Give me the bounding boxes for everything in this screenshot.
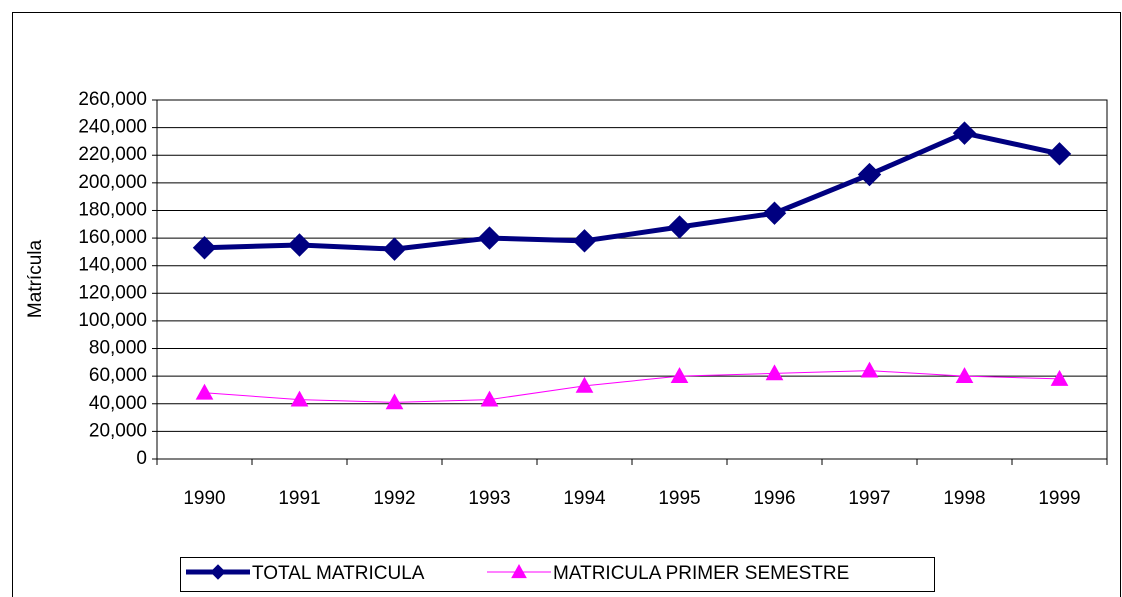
y-tick-label: 240,000 [78, 117, 147, 138]
marker [287, 233, 312, 257]
marker [195, 383, 214, 400]
x-tick-label: 1994 [563, 488, 606, 509]
legend-box [180, 557, 935, 592]
marker [1047, 142, 1072, 166]
legend-marker [210, 564, 226, 580]
marker [952, 121, 977, 145]
y-tick-label: 260,000 [78, 89, 147, 110]
marker [860, 361, 879, 378]
chart-frame [12, 12, 1121, 597]
marker [762, 201, 787, 225]
x-tick-label: 1999 [1038, 488, 1080, 509]
marker [765, 364, 784, 381]
y-tick-label: 160,000 [78, 227, 147, 248]
x-tick-label: 1991 [278, 488, 320, 509]
marker [572, 229, 597, 253]
y-tick-label: 80,000 [89, 338, 147, 359]
marker [385, 393, 404, 410]
legend-marker [511, 563, 527, 579]
y-tick-label: 0 [136, 448, 147, 469]
marker [382, 237, 407, 261]
marker [575, 376, 594, 393]
y-tick-label: 200,000 [78, 172, 147, 193]
series-line [204, 130, 1061, 252]
marker [857, 162, 882, 187]
x-tick-label: 1996 [753, 488, 795, 509]
y-tick-label: 60,000 [89, 365, 147, 386]
marker [1050, 369, 1069, 386]
x-tick-label: 1995 [658, 488, 700, 509]
y-tick-label: 20,000 [89, 420, 147, 441]
x-tick-label: 1993 [468, 488, 510, 509]
y-tick-label: 180,000 [78, 199, 147, 220]
marker [480, 390, 499, 407]
marker [477, 226, 502, 250]
y-tick-label: 100,000 [78, 310, 147, 331]
legend-label: TOTAL MATRICULA [252, 563, 425, 584]
marker [670, 367, 689, 384]
y-tick-label: 40,000 [89, 393, 147, 414]
y-tick-label: 220,000 [78, 144, 147, 165]
x-tick-label: 1998 [943, 488, 985, 509]
series-line [204, 370, 1060, 403]
x-tick-label: 1997 [848, 488, 890, 509]
marker [290, 390, 309, 407]
marker [192, 236, 217, 260]
marker [667, 215, 692, 239]
y-tick-label: 120,000 [78, 282, 147, 303]
legend-label: MATRICULA PRIMER SEMESTRE [553, 563, 849, 584]
marker [955, 367, 974, 384]
x-tick-label: 1992 [373, 488, 415, 509]
x-tick-label: 1990 [183, 488, 225, 509]
y-tick-label: 140,000 [78, 255, 147, 276]
y-axis-title: Matrícula [25, 240, 46, 319]
